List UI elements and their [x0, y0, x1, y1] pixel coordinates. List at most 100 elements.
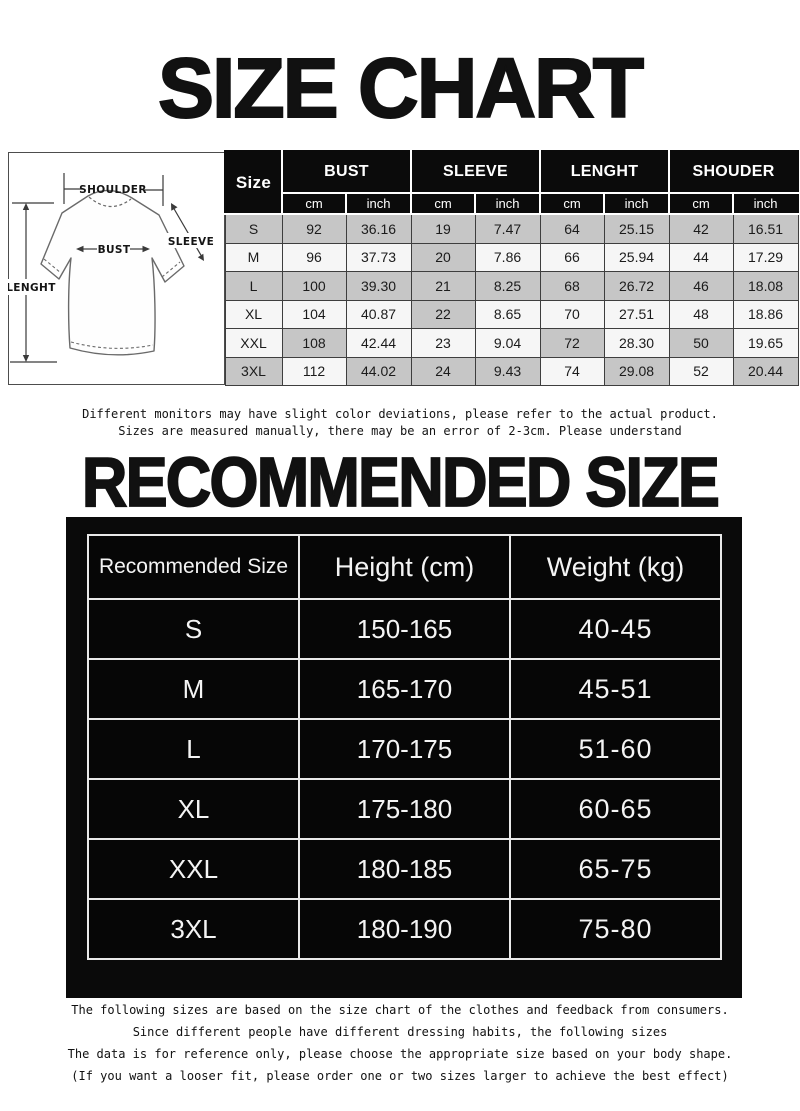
measurement-cell: 39.30 — [345, 271, 412, 301]
left-cuff-dashed-line — [43, 258, 62, 274]
measurement-cell: 96 — [281, 242, 347, 272]
height-cell: 180-190 — [298, 898, 511, 960]
right-cuff-dashed-line — [161, 261, 181, 278]
unit-header: cm — [539, 192, 606, 215]
measurement-cell: 8.65 — [474, 299, 541, 329]
table-row: XL 104 40.87 22 8.65 70 27.51 48 18.86 — [224, 299, 799, 329]
measurement-cell: 7.86 — [474, 242, 541, 272]
measurement-cell: 26.72 — [603, 271, 670, 301]
length-label-bg — [8, 279, 54, 295]
measurement-cell: 44 — [668, 242, 734, 272]
measurement-cell: 9.43 — [474, 356, 541, 386]
measurement-cell: 104 — [281, 299, 347, 329]
measurement-cell: 68 — [539, 271, 605, 301]
measurement-cell: 22 — [410, 299, 476, 329]
measurement-cell: 28.30 — [603, 328, 670, 358]
measurement-cell: 18.08 — [732, 271, 799, 301]
sleeve-measure-line — [172, 206, 203, 258]
unit-header: cm — [668, 192, 735, 215]
height-cell: 170-175 — [298, 718, 511, 780]
sleeve-group-header: SLEEVE — [410, 150, 542, 194]
height-cell: 180-185 — [298, 838, 511, 900]
measurement-cell: 64 — [539, 213, 605, 244]
disclaimer-line: Sizes are measured manually, there may b… — [118, 424, 682, 438]
measurement-cell: 29.08 — [603, 356, 670, 386]
color-disclaimer: Different monitors may have slight color… — [0, 406, 800, 440]
measurement-cell: 16.51 — [732, 213, 799, 244]
measurement-cell: 25.94 — [603, 242, 670, 272]
unit-header: inch — [344, 192, 413, 215]
measurement-cell: 100 — [281, 271, 347, 301]
measurement-cell: 74 — [539, 356, 605, 386]
size-cell: L — [87, 718, 300, 780]
table-row: XXL 180-185 65-75 — [87, 838, 722, 900]
measurement-cell: 46 — [668, 271, 734, 301]
sleeve-arrow-up — [171, 203, 178, 211]
measurement-cell: 9.04 — [474, 328, 541, 358]
bust-group-header: BUST — [280, 150, 413, 194]
page-title: SIZE CHART — [157, 41, 645, 135]
table-row: 3XL 180-190 75-80 — [87, 898, 722, 960]
length-group-header: LENGHT — [539, 150, 671, 194]
measurement-cell: 18.86 — [732, 299, 799, 329]
weight-cell: 51-60 — [509, 718, 722, 780]
table-row: L 100 39.30 21 8.25 68 26.72 46 18.08 — [224, 271, 799, 301]
table-row: M 96 37.73 20 7.86 66 25.94 44 17.29 — [224, 242, 799, 272]
unit-header: cm — [410, 192, 477, 215]
sleeve-label: SLEEVE — [168, 236, 214, 248]
bust-arrow-left — [76, 245, 84, 253]
advice-line: Since different people have different dr… — [132, 1025, 668, 1039]
size-cell: 3XL — [87, 898, 300, 960]
height-cell: 165-170 — [298, 658, 511, 720]
table-row: 3XL 112 44.02 24 9.43 74 29.08 52 20.44 — [224, 356, 799, 386]
bust-label: BUST — [98, 244, 131, 256]
advice-line: (If you want a looser fit, please order … — [71, 1069, 729, 1083]
measurement-cell: 44.02 — [345, 356, 412, 386]
measurement-cell: 20 — [410, 242, 476, 272]
measurement-cell: 19.65 — [732, 328, 799, 358]
measurement-cell: 19 — [410, 213, 476, 244]
measurement-cell: 66 — [539, 242, 605, 272]
unit-header: cm — [281, 192, 347, 215]
size-cell: M — [87, 658, 300, 720]
measurement-cell: 37.73 — [345, 242, 412, 272]
shoulder-group-header: SHOUDER — [668, 150, 800, 194]
weight-cell: 75-80 — [509, 898, 722, 960]
size-cell: S — [87, 598, 300, 660]
measurement-cell: 42.44 — [345, 328, 412, 358]
measurement-cell: 112 — [281, 356, 347, 386]
collar-dashed-line — [88, 196, 132, 208]
recommended-size-header: Recommended Size — [87, 534, 300, 600]
measurement-cell: 24 — [410, 356, 476, 386]
sizing-advice: The following sizes are based on the siz… — [0, 999, 800, 1087]
advice-line: The following sizes are based on the siz… — [71, 1003, 729, 1017]
measurement-cell: 50 — [668, 328, 734, 358]
weight-cell: 40-45 — [509, 598, 722, 660]
measurement-cell: 8.25 — [474, 271, 541, 301]
recommended-size-title: RECOMMENDED SIZE — [81, 443, 721, 521]
measurement-cell: 20.44 — [732, 356, 799, 386]
measurement-cell: 92 — [281, 213, 347, 244]
weight-cell: 60-65 — [509, 778, 722, 840]
table-row: S 150-165 40-45 — [87, 598, 722, 660]
tshirt-outline — [40, 189, 185, 356]
measurement-cell: 7.47 — [474, 213, 541, 244]
measurement-cell: 108 — [281, 328, 347, 358]
advice-line: The data is for reference only, please c… — [67, 1047, 733, 1061]
measurement-cell: 48 — [668, 299, 734, 329]
measurement-cell: 21 — [410, 271, 476, 301]
size-cell: 3XL — [224, 356, 283, 386]
hem-dashed-line — [70, 341, 154, 349]
measurement-cell: 27.51 — [603, 299, 670, 329]
size-cell: M — [224, 242, 283, 272]
shoulder-label: SHOULDER — [79, 184, 147, 196]
size-cell: XXL — [224, 328, 283, 358]
size-column-header: Size — [224, 150, 283, 215]
unit-header: inch — [603, 192, 671, 215]
size-cell: XL — [87, 778, 300, 840]
size-chart-table: Size BUST SLEEVE LENGHT SHOUDER cm inch … — [224, 150, 800, 386]
length-arrow-down — [22, 355, 30, 362]
sleeve-arrow-down — [197, 253, 204, 261]
size-cell: XL — [224, 299, 283, 329]
